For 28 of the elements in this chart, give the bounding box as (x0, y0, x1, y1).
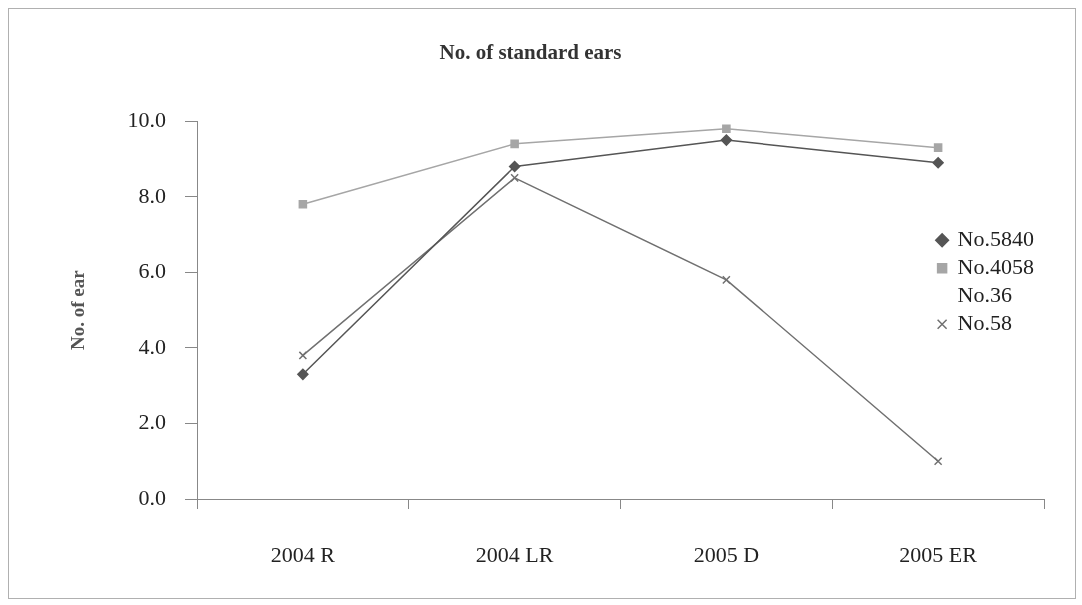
legend-label: No.4058 (957, 253, 1034, 279)
point (933, 456, 943, 466)
x-tick-label: 2005 ER (899, 541, 978, 567)
y-tick-label: 2.0 (138, 409, 166, 435)
point (720, 134, 733, 146)
point (722, 275, 731, 285)
y-tick-label: 8.0 (138, 182, 166, 208)
y-tick-label: 0.0 (138, 484, 166, 510)
point (508, 160, 521, 173)
point (298, 351, 308, 360)
legend-label: No.58 (957, 309, 1012, 335)
x-tick-label: 2004 LR (475, 541, 554, 567)
y-axis-title: No. of ear (67, 269, 89, 350)
legend-label: No.5840 (957, 225, 1034, 251)
point (933, 143, 943, 152)
point (510, 173, 519, 183)
point (722, 124, 731, 134)
chart-title: No. of standard ears (439, 40, 622, 65)
point (298, 200, 308, 209)
point (510, 139, 519, 149)
y-tick-label: 4.0 (138, 333, 166, 359)
x-tick-label: 2005 D (693, 541, 760, 567)
x-tick-label: 2004 R (270, 541, 336, 567)
y-tick-label: 10.0 (127, 106, 166, 132)
text: No.36 (957, 281, 1012, 307)
y-tick-label: 6.0 (138, 258, 166, 284)
point (932, 157, 944, 169)
point (297, 368, 309, 381)
